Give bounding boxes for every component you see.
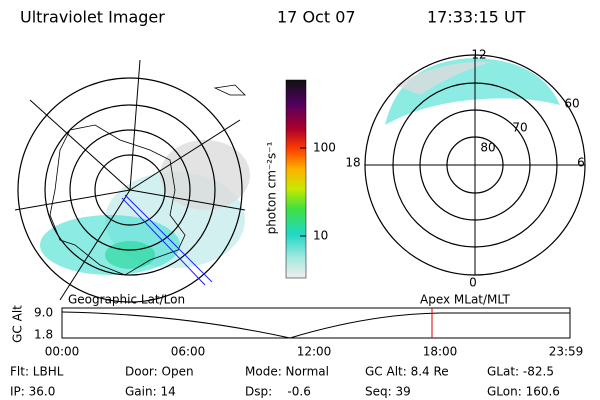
status-field: Dsp: -0.6 — [245, 385, 311, 399]
coastline — [49, 124, 186, 276]
status-field: GLon: 160.6 — [487, 385, 560, 399]
lat-label: 70 — [512, 121, 527, 135]
mlt-label: 18 — [345, 156, 360, 170]
status-field: Flt: LBHL — [10, 365, 64, 379]
axis-label: GC Alt — [11, 305, 25, 343]
plot-title: Geographic Lat/Lon — [68, 293, 185, 307]
meridian — [29, 99, 131, 191]
left-map — [14, 59, 250, 303]
right-map: 60 70 80 12 18 6 0 — [345, 48, 586, 290]
colorbar — [285, 79, 307, 279]
track — [124, 194, 213, 283]
meridian — [129, 119, 241, 191]
x-label: 18:00 — [423, 345, 458, 359]
mlt-label: 0 — [469, 276, 477, 290]
aurora — [40, 215, 180, 275]
status-field: Gain: 14 — [125, 385, 176, 399]
aurora — [105, 241, 155, 269]
plot-title: Apex MLat/MLT — [420, 293, 510, 307]
meridian — [59, 189, 131, 301]
y-label: 1.8 — [34, 328, 53, 342]
x-label: 23:59 — [549, 345, 584, 359]
footer: Flt: LBHL Door: Open Mode: Normal GC Alt… — [10, 365, 560, 399]
meridian — [14, 189, 131, 211]
status-field: Mode: Normal — [245, 365, 329, 379]
aurora — [160, 140, 250, 210]
colorbar-unit: photon cm⁻²s⁻¹ — [265, 141, 279, 234]
time: 17:33:15 UT — [427, 8, 526, 27]
title: Ultraviolet Imager — [20, 8, 165, 27]
altitude-curve — [61, 311, 570, 339]
status-field: GC Alt: 8.4 Re — [365, 365, 449, 379]
meridian — [129, 59, 141, 191]
plot-frame — [61, 307, 571, 339]
colorbar-label: 10 — [313, 229, 328, 243]
date: 17 Oct 07 — [277, 8, 356, 27]
lat-ring — [44, 104, 216, 276]
status-field: GLat: -82.5 — [487, 365, 554, 379]
status-field: Seq: 39 — [365, 385, 411, 399]
mlt-label: 6 — [577, 156, 585, 170]
lat-ring — [17, 77, 243, 303]
x-label: 00:00 — [45, 345, 80, 359]
status-field: Door: Open — [125, 365, 194, 379]
aurora — [395, 61, 490, 95]
lat-label: 60 — [564, 97, 579, 111]
lat-ring — [94, 154, 166, 226]
y-label: 9.0 — [34, 306, 53, 320]
colorbar-label: 100 — [313, 141, 336, 155]
meridian — [129, 189, 246, 211]
x-label: 12:00 — [297, 345, 332, 359]
lat-ring — [69, 129, 191, 251]
mlt-label: 12 — [471, 48, 486, 62]
coastline — [213, 84, 246, 96]
status-field: IP: 36.0 — [10, 385, 55, 399]
altitude-plot: Geographic Lat/Lon Apex MLat/MLT GC Alt … — [11, 293, 584, 359]
track — [121, 197, 206, 286]
lat-label: 80 — [480, 141, 495, 155]
x-label: 06:00 — [171, 345, 206, 359]
